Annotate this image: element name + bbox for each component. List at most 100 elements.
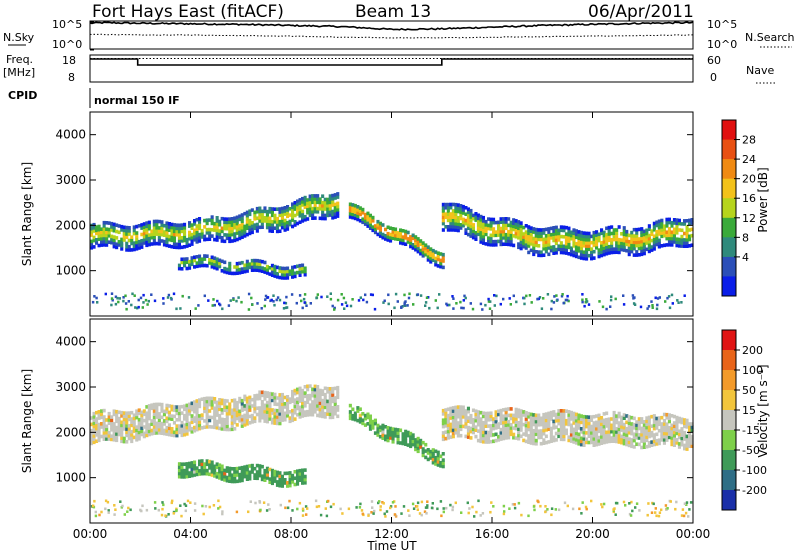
cell-power-s0 <box>318 203 322 208</box>
cell-velocity-s0 <box>97 432 101 436</box>
cell-power-s0 <box>253 213 257 218</box>
cell-power-s3 <box>579 243 583 248</box>
cell-velocity-s3 <box>582 421 586 425</box>
cell-velocity-s3 <box>569 433 573 437</box>
cell-velocity-s1 <box>188 471 192 475</box>
cell-velocity-scatter <box>590 499 593 503</box>
cell-velocity-s1 <box>225 475 229 480</box>
cell-power-s3 <box>607 244 611 249</box>
cell-power-s0 <box>280 225 284 230</box>
cell-power-s0 <box>323 213 327 218</box>
cell-power-s3 <box>564 235 568 240</box>
cell-velocity-s0 <box>240 398 244 403</box>
cell-velocity-s0 <box>321 389 325 393</box>
cell-velocity-s3 <box>585 421 589 426</box>
cell-velocity-s2 <box>356 418 360 423</box>
cell-power-s2 <box>353 203 357 208</box>
cell-velocity-s0 <box>308 384 312 388</box>
cell-velocity-s3 <box>688 425 692 429</box>
cell-power-s0 <box>145 227 149 232</box>
cell-power-s3 <box>542 243 546 248</box>
cell-power-s2 <box>429 250 433 254</box>
cell-velocity-s0 <box>230 427 234 432</box>
cell-power-s3 <box>544 227 548 232</box>
cell-velocity-s0 <box>333 411 337 416</box>
nsearch-tick-bottom: 10^0 <box>707 38 737 51</box>
cell-velocity-scatter <box>164 514 167 517</box>
cell-power-s0 <box>278 219 282 224</box>
cell-velocity-s3 <box>590 431 594 435</box>
cell-velocity-s0 <box>275 396 279 400</box>
cell-velocity-s0 <box>311 409 315 414</box>
cell-power-s3 <box>642 245 646 249</box>
cell-power-s0 <box>293 223 297 227</box>
cell-power-s3 <box>552 229 556 233</box>
cell-velocity-s3 <box>607 423 611 428</box>
cell-power-s1 <box>270 270 274 274</box>
cell-power-s0 <box>336 201 340 206</box>
cell-velocity-s3 <box>499 418 503 422</box>
cell-velocity-s3 <box>562 434 566 439</box>
cell-power-scatter <box>585 298 588 301</box>
cell-velocity-s3 <box>449 413 453 417</box>
cell-power-s3 <box>474 215 478 219</box>
cell-power-s0 <box>172 229 176 234</box>
cell-velocity-s0 <box>208 409 212 413</box>
cell-power-s2 <box>419 248 423 253</box>
cell-velocity-s0 <box>200 426 204 430</box>
cell-power-s0 <box>157 242 161 246</box>
cell-velocity-s0 <box>205 409 209 413</box>
cell-power-scatter <box>117 300 120 304</box>
cell-velocity-s3 <box>514 414 518 418</box>
cell-velocity-s3 <box>466 425 470 430</box>
cell-velocity-s2 <box>376 423 380 428</box>
cell-power-scatter <box>272 300 275 303</box>
cell-power-s1 <box>273 268 277 272</box>
cell-power-s1 <box>275 265 279 270</box>
cell-power-s0 <box>270 226 274 230</box>
cell-power-s2 <box>386 238 390 242</box>
cell-power-s0 <box>253 226 257 231</box>
cell-velocity-s0 <box>215 413 219 417</box>
cell-velocity-s3 <box>642 432 646 437</box>
cell-power-scatter <box>585 300 589 303</box>
cell-power-s1 <box>245 259 249 264</box>
cell-power-s0 <box>301 209 305 214</box>
cell-power-scatter <box>340 293 343 296</box>
cell-power-s0 <box>238 233 242 237</box>
cell-velocity-scatter <box>175 508 178 512</box>
cell-power-s0 <box>177 233 181 237</box>
cell-velocity-s0 <box>130 436 134 440</box>
cell-power-s0 <box>112 228 116 233</box>
cell-velocity-s3 <box>660 438 664 442</box>
cell-velocity-s0 <box>190 407 194 412</box>
cell-power-s3 <box>492 217 496 222</box>
cell-power-s2 <box>396 237 400 241</box>
cell-power-s3 <box>690 227 694 232</box>
cell-power-s3 <box>449 224 453 229</box>
cell-power-s2 <box>358 212 362 217</box>
cell-velocity-s0 <box>140 432 144 437</box>
cell-velocity-s3 <box>534 416 538 421</box>
cell-power-s2 <box>348 205 352 210</box>
cell-velocity-s3 <box>464 412 468 416</box>
cell-power-s3 <box>466 226 470 230</box>
cell-power-s0 <box>95 231 99 236</box>
cell-power-s0 <box>95 228 99 233</box>
cell-power-s3 <box>469 224 473 229</box>
cell-power-s3 <box>532 243 536 247</box>
nsky-label: N.Sky <box>3 31 35 44</box>
cell-velocity-s1 <box>200 459 204 463</box>
cell-power-scatter <box>320 295 323 299</box>
cell-velocity-s2 <box>404 436 408 440</box>
cell-velocity-s0 <box>120 410 124 415</box>
cell-velocity-s0 <box>127 433 131 438</box>
cell-power-s0 <box>215 219 219 223</box>
cell-power-s0 <box>105 243 109 247</box>
cell-velocity-s3 <box>537 429 541 433</box>
velocity-colorbar-frame <box>721 329 737 511</box>
cell-power-s1 <box>250 262 254 266</box>
cell-velocity-s0 <box>198 401 202 405</box>
cell-velocity-s3 <box>640 420 644 424</box>
cell-velocity-s0 <box>273 411 277 416</box>
